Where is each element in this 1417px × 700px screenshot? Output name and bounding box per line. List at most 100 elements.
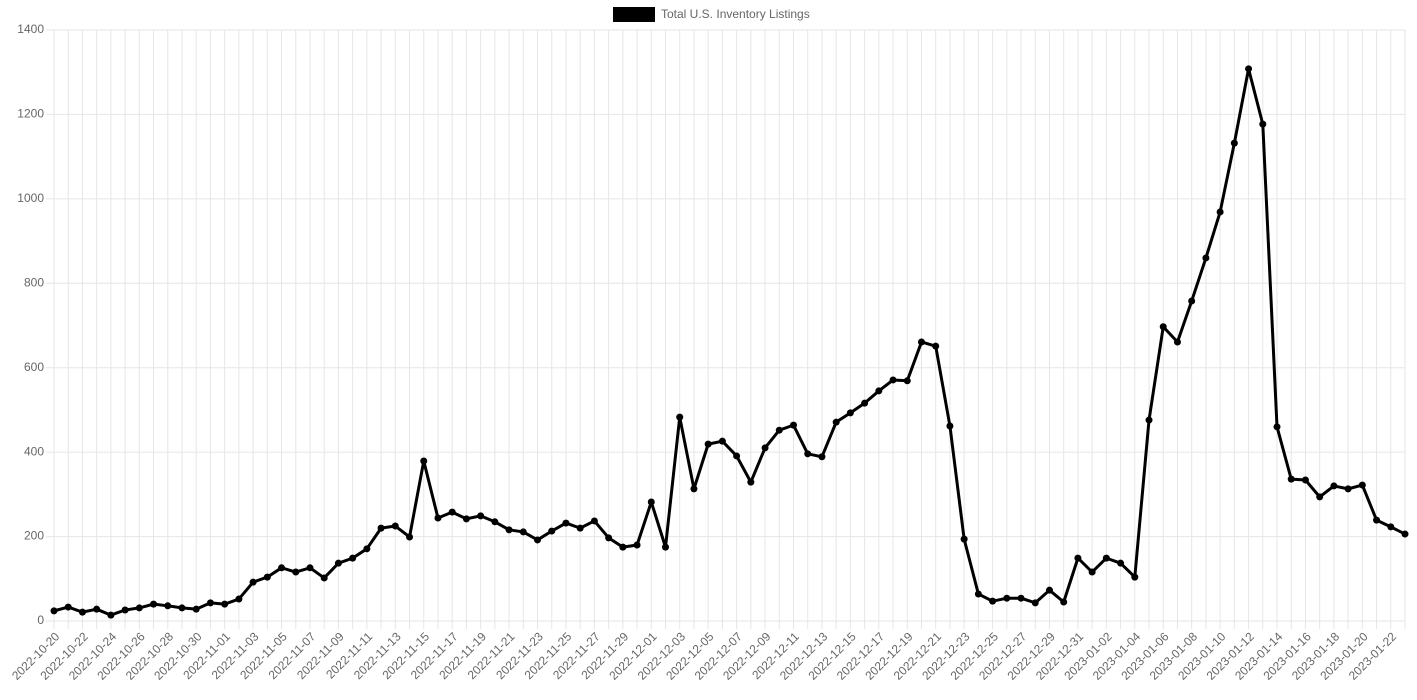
point [1301, 476, 1309, 484]
point [306, 564, 314, 572]
y-tick-label: 1200 [17, 107, 44, 121]
y-tick-label: 200 [24, 529, 44, 543]
point [832, 418, 840, 426]
point [690, 485, 698, 493]
point [747, 478, 755, 486]
point [1401, 530, 1409, 538]
point [1003, 594, 1011, 602]
point [1259, 120, 1267, 128]
y-tick-label: 400 [24, 444, 44, 458]
point [576, 524, 584, 532]
point [1159, 323, 1167, 331]
legend-label: Total U.S. Inventory Listings [661, 7, 810, 21]
point [1031, 599, 1039, 607]
point [78, 608, 86, 616]
point [93, 605, 101, 613]
point [1060, 598, 1068, 606]
point [178, 604, 186, 612]
point [206, 599, 214, 607]
point [249, 578, 257, 586]
point [1017, 594, 1025, 602]
legend-swatch [613, 7, 655, 22]
point [789, 421, 797, 429]
point [662, 543, 670, 551]
y-tick-label: 600 [24, 360, 44, 374]
point [590, 517, 598, 525]
y-tick-label: 1400 [17, 22, 44, 36]
point [1230, 139, 1238, 147]
point [477, 512, 485, 520]
point [861, 399, 869, 407]
point [377, 524, 385, 532]
point [1131, 573, 1139, 581]
point [1287, 475, 1295, 483]
point [1145, 416, 1153, 424]
point [1088, 568, 1096, 576]
point [718, 437, 726, 445]
point [932, 342, 940, 350]
point [135, 604, 143, 612]
point [292, 568, 300, 576]
point [121, 606, 129, 614]
point [1173, 338, 1181, 346]
point [434, 514, 442, 522]
point [1102, 554, 1110, 562]
point [406, 533, 414, 541]
point [875, 387, 883, 395]
point [562, 519, 570, 527]
point [363, 545, 371, 553]
line [53, 67, 1406, 617]
point [761, 444, 769, 452]
point [192, 605, 200, 613]
point [221, 600, 229, 608]
point [1330, 482, 1338, 490]
point [462, 515, 470, 523]
point [519, 528, 527, 536]
point [1344, 485, 1352, 493]
point [1358, 481, 1366, 489]
point [775, 426, 783, 434]
point [647, 498, 655, 506]
point [1387, 523, 1395, 531]
point [107, 611, 115, 619]
point [903, 377, 911, 385]
point [334, 559, 342, 567]
point [1117, 559, 1125, 567]
point [235, 595, 243, 603]
point [1202, 254, 1210, 262]
point [505, 526, 513, 534]
point [548, 527, 556, 535]
point [420, 457, 428, 465]
point [391, 522, 399, 530]
point [889, 376, 897, 384]
point [804, 450, 812, 458]
point [989, 597, 997, 605]
point [150, 600, 158, 608]
point [704, 440, 712, 448]
point [64, 603, 72, 611]
point [633, 541, 641, 549]
point [1273, 423, 1281, 431]
point [1245, 65, 1253, 73]
point [1373, 516, 1381, 524]
point [1045, 586, 1053, 594]
point [676, 413, 684, 421]
point [818, 453, 826, 461]
point [263, 573, 271, 581]
point [534, 536, 542, 544]
y-tick-label: 800 [24, 275, 44, 289]
point [320, 574, 328, 582]
point [917, 338, 925, 346]
point [1074, 554, 1082, 562]
point [50, 607, 58, 615]
point [733, 452, 741, 460]
y-tick-label: 0 [37, 613, 44, 627]
point [605, 534, 613, 542]
point [349, 554, 357, 562]
point [946, 422, 954, 430]
point [619, 543, 627, 551]
point [278, 564, 286, 572]
point [960, 535, 968, 543]
